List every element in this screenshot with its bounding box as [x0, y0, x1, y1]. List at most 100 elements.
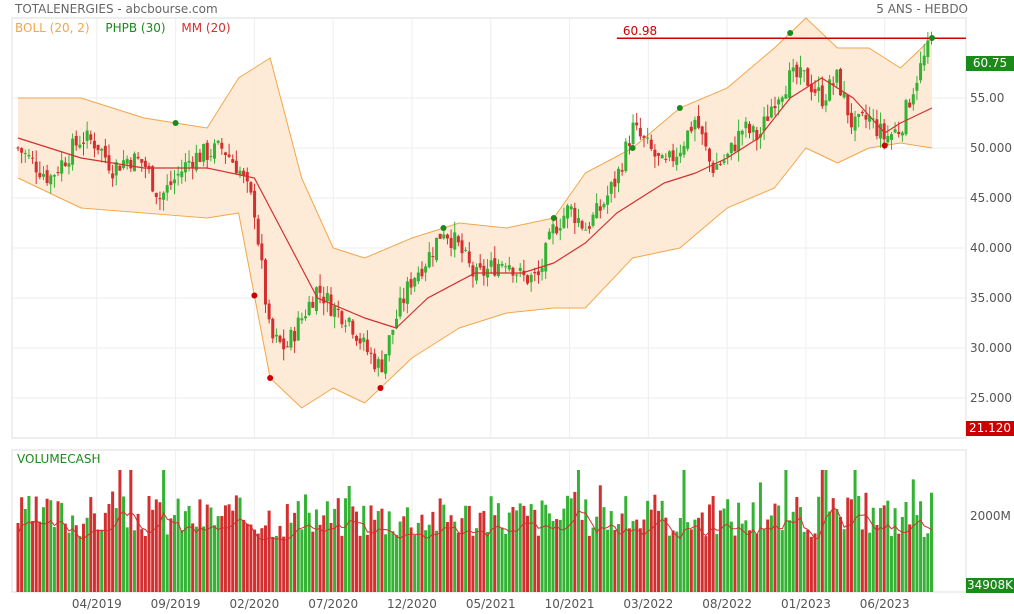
- volume-bar: [460, 518, 464, 592]
- candle-body: [507, 265, 511, 270]
- candle-body: [748, 123, 752, 134]
- candle-body: [897, 131, 901, 135]
- volume-bars: [16, 470, 933, 592]
- candle-body: [365, 339, 369, 353]
- candle-body: [482, 265, 486, 276]
- candle-body: [504, 266, 508, 268]
- candle-body: [875, 119, 879, 137]
- candle-body: [726, 153, 730, 157]
- candle-body: [180, 171, 184, 178]
- candle-body: [773, 106, 777, 109]
- volume-bar: [555, 519, 559, 592]
- volume-panel-frame: [11, 449, 967, 593]
- current-price-tag: 60.75: [966, 56, 1014, 71]
- candle-body: [755, 129, 759, 141]
- candle-body: [453, 232, 457, 250]
- candle-body: [784, 94, 788, 99]
- volume-bar: [657, 510, 661, 592]
- volume-bar: [63, 523, 67, 592]
- volume-bar: [922, 537, 926, 592]
- price-tick-label: 55.00: [970, 91, 1004, 105]
- volume-bar: [617, 524, 621, 592]
- volume-bar: [562, 508, 566, 592]
- candle-body: [911, 94, 915, 105]
- volume-bar: [107, 504, 111, 592]
- volume-bar: [748, 530, 752, 592]
- candle-body: [89, 134, 93, 140]
- x-tick-label: 04/2019: [72, 597, 122, 611]
- candle-body: [213, 143, 217, 159]
- volume-bar: [329, 523, 333, 592]
- candle-body: [227, 154, 231, 157]
- volume-bar: [322, 515, 326, 592]
- x-tick-label: 03/2022: [623, 597, 673, 611]
- volume-bar: [23, 508, 27, 592]
- phpb-marker: [787, 30, 794, 36]
- candle-body: [60, 160, 64, 174]
- volume-bar: [158, 502, 162, 592]
- candle-body: [646, 137, 650, 139]
- volume-bar: [544, 504, 548, 592]
- volume-bar: [274, 535, 278, 592]
- candle-body: [536, 271, 540, 276]
- candle-body: [664, 158, 668, 160]
- candle-body: [409, 279, 413, 288]
- candle-body: [638, 127, 642, 137]
- candle-body: [693, 119, 697, 130]
- candle-body: [249, 182, 253, 193]
- candle-body: [274, 334, 278, 337]
- volume-bar: [318, 524, 322, 592]
- candle-body: [369, 352, 373, 354]
- volume-bar: [678, 518, 682, 592]
- volume-bar: [260, 528, 264, 592]
- candle-body: [296, 317, 300, 341]
- volume-bar: [31, 521, 35, 592]
- bollinger-lower: [17, 142, 933, 409]
- candle-body: [158, 198, 162, 200]
- volume-bar: [223, 505, 227, 592]
- volume-bar: [707, 504, 711, 592]
- candle-body: [56, 172, 60, 174]
- candle-body: [63, 162, 67, 166]
- volume-bar: [496, 503, 500, 592]
- volume-bar: [689, 529, 693, 592]
- volume-bar: [282, 536, 286, 592]
- volume-bar: [740, 523, 744, 592]
- volume-bar: [362, 505, 366, 592]
- volume-bar: [438, 498, 442, 592]
- volume-bar: [471, 535, 475, 592]
- candle-body: [671, 150, 675, 162]
- candle-body: [187, 160, 191, 163]
- volume-bar: [926, 533, 930, 592]
- volume-bar: [427, 524, 431, 592]
- candle-body: [518, 267, 522, 271]
- phpb-marker: [881, 142, 888, 149]
- volume-bar: [839, 517, 843, 592]
- candle-body: [591, 214, 595, 226]
- volume-bar: [828, 511, 832, 592]
- candle-body: [67, 163, 71, 167]
- volume-bar: [806, 529, 810, 592]
- volume-bar: [835, 509, 839, 592]
- legend-phpb: PHPB (30): [105, 21, 166, 35]
- candle-body: [657, 153, 661, 156]
- volume-bar: [584, 499, 588, 592]
- volume-bar: [267, 510, 271, 592]
- candle-body: [198, 152, 202, 162]
- candle-body: [285, 346, 289, 348]
- volume-bar: [467, 505, 471, 592]
- candle-body: [420, 268, 424, 277]
- volume-bar: [511, 506, 515, 592]
- volume-bar: [598, 485, 602, 592]
- volume-bar: [791, 511, 795, 592]
- volume-bar: [307, 512, 311, 592]
- candle-body: [220, 142, 224, 149]
- volume-bar: [504, 533, 508, 592]
- volume-bar: [100, 529, 104, 592]
- volume-bar: [606, 529, 610, 592]
- candle-body: [871, 118, 875, 120]
- candle-body: [311, 301, 315, 308]
- volume-bar: [744, 520, 748, 592]
- candle-body: [544, 243, 548, 272]
- candle-body: [154, 192, 158, 198]
